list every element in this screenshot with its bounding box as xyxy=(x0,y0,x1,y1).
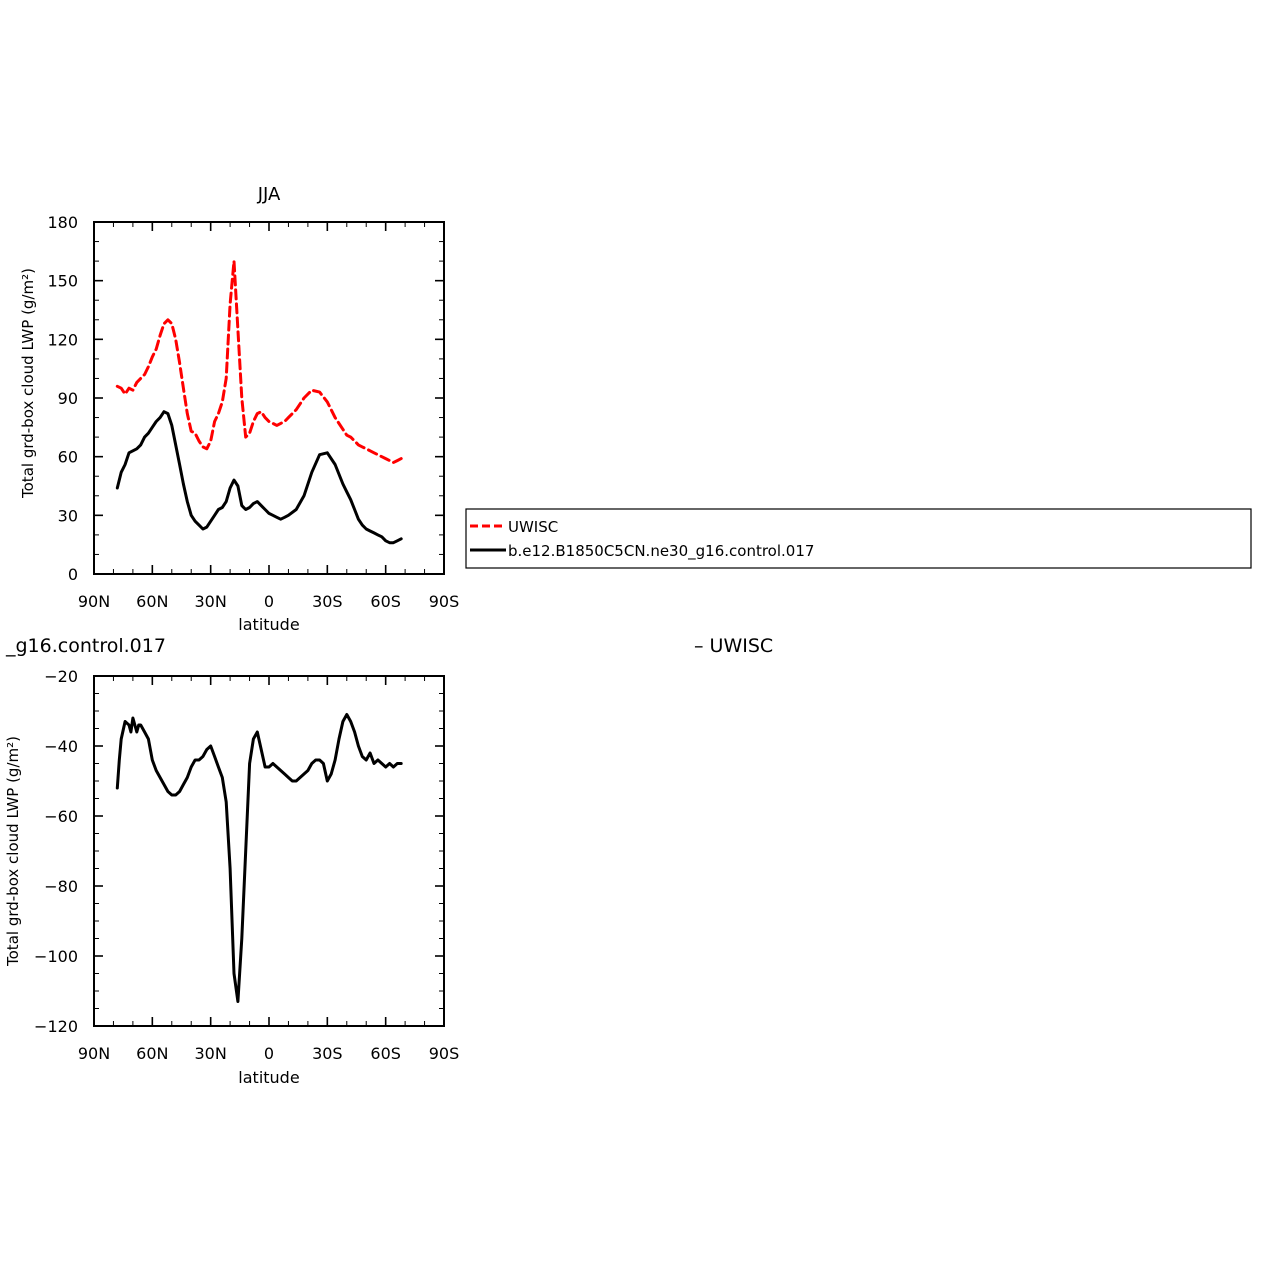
top-xtick-label-0: 90N xyxy=(78,592,110,611)
bottom-y-ticks: −120 −100 −80 −60 −40 −20 xyxy=(34,667,444,1036)
bottom-ytick-label-1: −100 xyxy=(34,947,78,966)
bottom-series-group xyxy=(115,713,403,1003)
top-ytick-label-6: 180 xyxy=(47,213,78,232)
top-x-ticks: 90N 60N 30N 0 30S 60S 90S xyxy=(78,222,459,611)
top-xtick-label-3: 0 xyxy=(264,592,274,611)
top-xtick-label-6: 90S xyxy=(429,592,460,611)
top-ytick-label-4: 120 xyxy=(47,330,78,349)
bottom-y-axis-label: Total grd-box cloud LWP (g/m²) xyxy=(4,736,22,967)
bottom-xtick-label-3: 0 xyxy=(264,1044,274,1063)
top-y-ticks: 0 30 60 90 120 150 180 xyxy=(47,213,444,584)
bottom-ytick-label-5: −20 xyxy=(44,667,78,686)
bottom-xtick-label-0: 90N xyxy=(78,1044,110,1063)
top-series-group xyxy=(115,259,403,545)
legend-model-label: b.e12.B1850C5CN.ne30_g16.control.017 xyxy=(508,542,814,561)
bottom-xtick-label-5: 60S xyxy=(370,1044,401,1063)
bottom-panel-subtitle: – UWISC xyxy=(694,635,773,657)
top-panel-title: JJA xyxy=(257,184,281,205)
bottom-xtick-label-1: 60N xyxy=(136,1044,168,1063)
top-ytick-label-1: 30 xyxy=(58,506,78,525)
top-panel: JJA 0 30 60 90 120 150 180 90N 60N 30N 0 30S 60S 90S… xyxy=(19,184,459,634)
bottom-series-line-0 xyxy=(115,713,403,1003)
top-series-line-1 xyxy=(115,410,403,545)
legend-box xyxy=(465,508,1252,569)
bottom-x-axis-label: latitude xyxy=(238,1068,299,1087)
bottom-panel: _g16.control.017 – UWISC −120−100−80−60−… xyxy=(4,635,773,1087)
bottom-ytick-label-0: −120 xyxy=(34,1017,78,1036)
legend-uwisc-label: UWISC xyxy=(508,518,558,536)
bottom-ytick-label-3: −60 xyxy=(44,807,78,826)
top-ytick-label-2: 60 xyxy=(58,448,78,467)
legend: UWISC b.e12.B1850C5CN.ne30_g16.control.0… xyxy=(465,508,1252,569)
bottom-xtick-label-6: 90S xyxy=(429,1044,460,1063)
top-y-axis-label: Total grd-box cloud LWP (g/m²) xyxy=(19,268,37,499)
top-series-line-0 xyxy=(115,259,403,464)
top-xtick-label-1: 60N xyxy=(136,592,168,611)
top-plot-frame xyxy=(93,221,445,575)
bottom-plot-frame xyxy=(93,675,445,1027)
bottom-xtick-label-4: 30S xyxy=(312,1044,343,1063)
top-ytick-label-5: 150 xyxy=(47,272,78,291)
top-xtick-label-2: 30N xyxy=(195,592,227,611)
bottom-ytick-label-2: −80 xyxy=(44,877,78,896)
top-xtick-label-5: 60S xyxy=(370,592,401,611)
top-x-axis-label: latitude xyxy=(238,615,299,634)
bottom-x-ticks: 90N 60N 30N 0 30S 60S 90S xyxy=(78,676,459,1063)
bottom-ytick-label-4: −40 xyxy=(44,737,78,756)
bottom-xtick-label-2: 30N xyxy=(195,1044,227,1063)
top-ytick-label-0: 0 xyxy=(68,565,78,584)
top-ytick-label-3: 90 xyxy=(58,389,78,408)
bottom-panel-title: _g16.control.017 xyxy=(5,635,166,657)
top-xtick-label-4: 30S xyxy=(312,592,343,611)
